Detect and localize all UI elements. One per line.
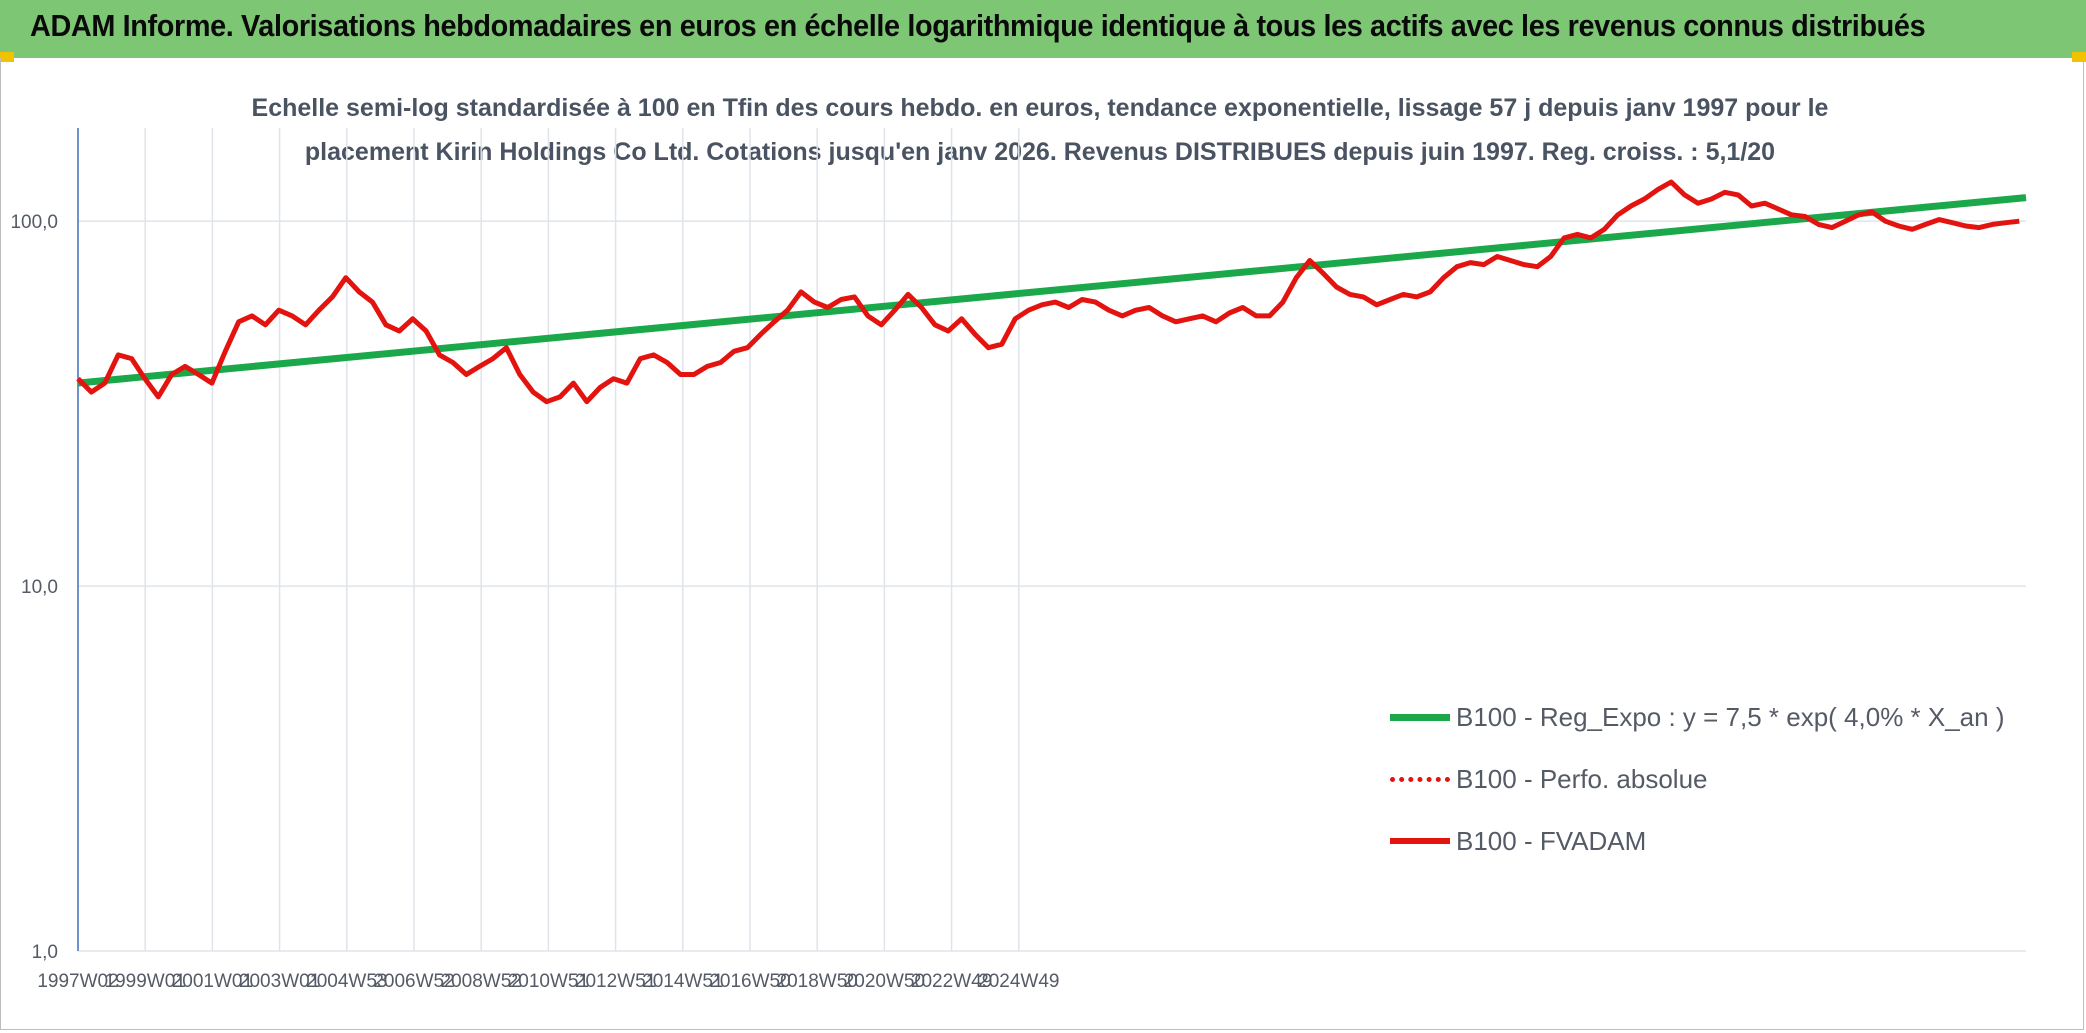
legend-swatch-fvadam xyxy=(1390,838,1450,844)
chart-title-line-2: placement Kirin Holdings Co Ltd. Cotatio… xyxy=(304,138,1776,166)
x-tick-label: 2008W52 xyxy=(441,971,522,992)
legend-label-fvadam: B100 - FVADAM xyxy=(1456,825,1647,856)
x-tick-label: 1997W02 xyxy=(37,971,118,992)
legend-item-fvadam: B100 - FVADAM xyxy=(1390,810,2005,872)
x-tick-label: 2003W01 xyxy=(239,971,320,992)
x-tick-label: 2020W50 xyxy=(844,971,925,992)
y-tick-label: 1,0 xyxy=(32,942,58,963)
legend-item-perfo: B100 - Perfo. absolue xyxy=(1390,748,2005,810)
fvadam-series-line xyxy=(76,179,2020,405)
legend-swatch-regression xyxy=(1390,713,1450,721)
chart-title-line-1: Echelle semi-log standardisée à 100 en T… xyxy=(251,94,1829,122)
x-tick-label: 2001W01 xyxy=(172,971,253,992)
chart-frame xyxy=(0,58,2084,1030)
legend-label-perfo: B100 - Perfo. absolue xyxy=(1456,763,1708,794)
x-tick-label: 2016W50 xyxy=(709,971,790,992)
y-tick-label: 10,0 xyxy=(21,577,58,598)
x-tick-label: 1999W01 xyxy=(105,971,186,992)
x-tick-label: 2018W50 xyxy=(777,971,858,992)
x-tick-label: 2014W51 xyxy=(642,971,723,992)
regression-line xyxy=(77,194,2027,387)
y-tick-label: 100,0 xyxy=(10,212,58,233)
x-tick-label: 2012W51 xyxy=(575,971,656,992)
legend-label-regression: B100 - Reg_Expo : y = 7,5 * exp( 4,0% * … xyxy=(1456,701,2005,732)
corner-marker-left xyxy=(0,52,14,62)
legend-swatch-perfo xyxy=(1390,776,1450,782)
x-tick-label: 2010W51 xyxy=(508,971,589,992)
x-tick-label: 2004W53 xyxy=(306,971,387,992)
corner-marker-right xyxy=(2072,52,2086,62)
x-tick-label: 2024W49 xyxy=(978,971,1059,992)
report-header: ADAM Informe. Valorisations hebdomadaire… xyxy=(0,0,2086,58)
chart-legend: B100 - Reg_Expo : y = 7,5 * exp( 4,0% * … xyxy=(1390,686,2005,872)
report-title: ADAM Informe. Valorisations hebdomadaire… xyxy=(30,8,1926,43)
legend-item-regression: B100 - Reg_Expo : y = 7,5 * exp( 4,0% * … xyxy=(1390,686,2005,748)
chart-title: Echelle semi-log standardisée à 100 en T… xyxy=(200,86,1880,174)
x-tick-label: 2022W49 xyxy=(911,971,992,992)
x-tick-label: 2006W52 xyxy=(373,971,454,992)
